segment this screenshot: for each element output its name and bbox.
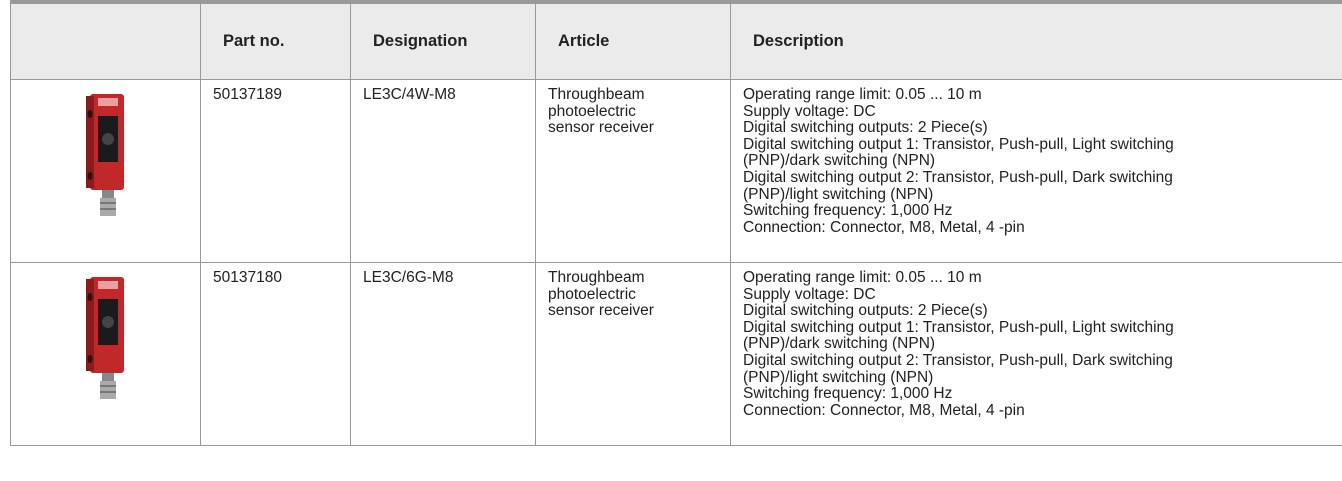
article-line: Throughbeam (548, 269, 645, 286)
image-cell (10, 79, 201, 263)
description-line: Connection: Connector, M8, Metal, 4 -pin (743, 401, 1025, 419)
description-line: (PNP)/dark switching (NPN) (743, 152, 936, 170)
description-line: Digital switching output 1: Transistor, … (743, 318, 1174, 336)
header-cell (10, 1, 201, 80)
table-row: 50137180 LE3C/6G-M8 Throughbeam photoelectr… (10, 262, 1342, 446)
description-line: Supply voltage: DC (743, 285, 876, 303)
product-table: Part no. Designation Article Description 50… (10, 0, 1342, 446)
description-line: Operating range limit: 0.05 ... 10 m (743, 269, 982, 286)
article-line: Throughbeam (548, 86, 645, 103)
article-cell: Throughbeam photoelectric sensor receiver (535, 79, 731, 263)
part-no-cell: 50137189 (200, 79, 351, 263)
table-row: 50137189 LE3C/4W-M8 Throughbeam photoelectr… (10, 79, 1342, 263)
description-line: Digital switching output 1: Transistor, … (743, 135, 1174, 153)
article-line: photoelectric (548, 102, 636, 120)
header-cell: Article (535, 1, 731, 80)
table-body: 50137189 LE3C/4W-M8 Throughbeam photoelectr… (10, 79, 1342, 446)
designation-cell: LE3C/6G-M8 (350, 262, 536, 446)
description-line: Digital switching outputs: 2 Piece(s) (743, 302, 988, 320)
product-table-wrap: Part no. Designation Article Description 50… (10, 0, 1342, 446)
product-image (85, 277, 124, 399)
description-line: Switching frequency: 1,000 Hz (743, 202, 953, 220)
description-line: (PNP)/light switching (NPN) (743, 185, 934, 203)
description-line: Connection: Connector, M8, Metal, 4 -pin (743, 218, 1025, 236)
header-cell: Part no. (200, 1, 351, 80)
designation-cell: LE3C/4W-M8 (350, 79, 536, 263)
header-cell: Description (730, 1, 1342, 80)
header-row: Part no. Designation Article Description (10, 1, 1342, 80)
description-line: Operating range limit: 0.05 ... 10 m (743, 86, 982, 103)
article-line: sensor receiver (548, 119, 654, 137)
article-line: photoelectric (548, 285, 636, 303)
article-line: sensor receiver (548, 302, 654, 320)
article-cell: Throughbeam photoelectric sensor receiver (535, 262, 731, 446)
description-cell: Operating range limit: 0.05 ... 10 m Supp… (730, 79, 1342, 263)
description-line: Supply voltage: DC (743, 102, 876, 120)
image-cell (10, 262, 201, 446)
description-cell: Operating range limit: 0.05 ... 10 m Supp… (730, 262, 1342, 446)
description-line: Digital switching outputs: 2 Piece(s) (743, 119, 988, 137)
header-cell: Designation (350, 1, 536, 80)
description-line: Digital switching output 2: Transistor, … (743, 168, 1173, 186)
description-line: (PNP)/dark switching (NPN) (743, 335, 936, 353)
description-line: Switching frequency: 1,000 Hz (743, 385, 953, 403)
description-line: (PNP)/light switching (NPN) (743, 368, 934, 386)
product-image (85, 94, 124, 216)
description-line: Digital switching output 2: Transistor, … (743, 351, 1173, 369)
part-no-cell: 50137180 (200, 262, 351, 446)
